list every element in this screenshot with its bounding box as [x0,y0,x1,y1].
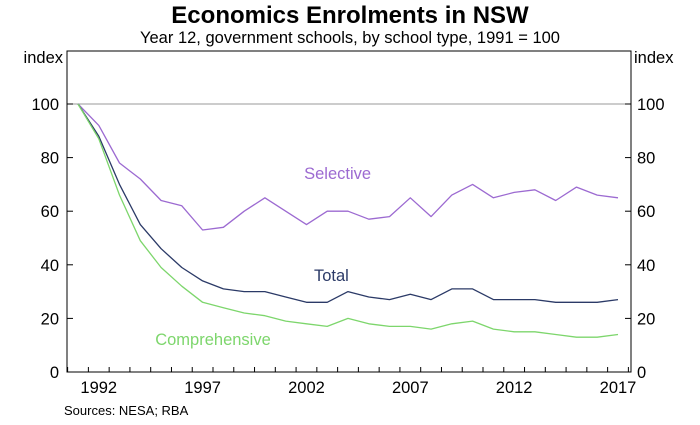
y-tick-label-left: 0 [50,364,59,382]
x-tick-label: 2017 [600,379,637,397]
series-line-comprehensive [77,103,619,338]
y-tick-label-left: 60 [41,203,59,221]
chart-source: Sources: NESA; RBA [64,403,189,418]
series-label-total: Total [314,267,349,285]
series-line-total [77,103,619,303]
chart-subtitle: Year 12, government schools, by school t… [140,29,560,47]
y-tick-label-right: 100 [637,96,665,114]
x-tick-label: 1997 [184,379,221,397]
y-tick-label-right: 20 [637,310,655,328]
y-tick-label-right: 40 [637,257,655,275]
y-tick-label-left: 40 [41,257,59,275]
y-tick-label-left: 20 [41,310,59,328]
x-tick-label: 2012 [496,379,533,397]
series-label-selective: Selective [304,165,371,183]
x-tick-label: 2007 [392,379,429,397]
y-tick-label-right: 80 [637,150,655,168]
y-axis-label-right: index [634,49,674,67]
y-tick-label-left: 100 [31,96,59,114]
chart-title: Economics Enrolments in NSW [171,2,529,29]
y-tick-label-right: 0 [637,364,646,382]
series-label-comprehensive: Comprehensive [155,331,271,349]
y-tick-label-left: 80 [41,150,59,168]
y-tick-label-right: 60 [637,203,655,221]
y-axis-label-left: index [24,49,64,67]
x-tick-label: 2002 [288,379,325,397]
x-tick-label: 1992 [80,379,117,397]
series-line-selective [77,103,619,231]
